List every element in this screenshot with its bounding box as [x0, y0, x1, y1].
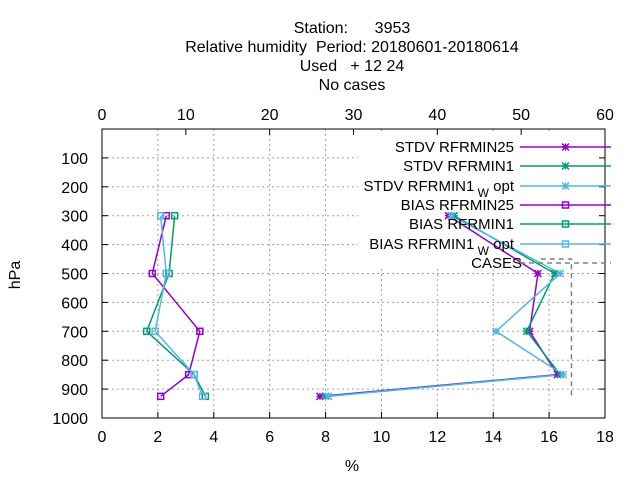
data-point-box [561, 201, 570, 209]
legend-label-1: STDV RFRMIN1 [403, 158, 514, 175]
x-bottom-tick-label: 14 [484, 429, 502, 446]
data-point-box [561, 220, 570, 228]
x-top-tick-label: 20 [261, 107, 279, 124]
data-point-star [533, 269, 542, 278]
x-bottom-tick-label: 0 [98, 429, 107, 446]
data-point-stroke [447, 211, 456, 220]
x-top-tick-label: 50 [512, 107, 530, 124]
x-bottom-tick-label: 18 [596, 429, 614, 446]
y-tick-label: 600 [61, 295, 88, 312]
series-line-3 [151, 215, 201, 397]
data-point-stroke [559, 370, 568, 379]
y-tick-label: 400 [61, 238, 88, 255]
x-bottom-tick-label: 4 [209, 429, 218, 446]
legend-label-cases: CASES [471, 255, 522, 272]
data-point-stroke [491, 327, 501, 336]
x-bottom-tick-label: 8 [321, 429, 330, 446]
x-bottom-tick-label: 10 [373, 429, 391, 446]
y-tick-label: 300 [61, 209, 88, 226]
data-point-stroke [522, 327, 531, 336]
data-point-star [447, 211, 456, 220]
data-point-star [522, 327, 531, 336]
data-point-box [156, 392, 165, 401]
y-ticks: 100 200 300 400 500 600 700 800 900 1000 [52, 151, 605, 428]
data-point-stroke [561, 161, 570, 171]
x-axis-label: % [345, 458, 359, 475]
x-bottom-tick-label: 2 [153, 429, 162, 446]
y-tick-label: 900 [61, 382, 88, 399]
x-top-tick-label: 60 [596, 107, 614, 124]
y-tick-label: 700 [61, 324, 88, 341]
legend-label-2: STDV RFRMIN1 W opt [363, 178, 514, 200]
legend-label-0: STDV RFRMIN25 [395, 139, 514, 156]
series-line-4 [145, 215, 207, 397]
data-point-star [559, 370, 568, 379]
title-cases: No cases [319, 77, 386, 94]
data-point-stroke [324, 392, 333, 401]
data-point-box [162, 269, 171, 278]
data-point-star [561, 161, 570, 171]
title-parameter-period: Relative humidity Period: 20180601-20180… [185, 39, 519, 56]
data-point-star [556, 269, 565, 278]
data-point-box [190, 370, 198, 379]
legend-label-5: BIAS RFRMIN1 W opt [369, 236, 515, 258]
y-tick-label: 100 [61, 151, 88, 168]
data-point-box [196, 327, 204, 336]
data-point-stroke [561, 181, 570, 191]
data-point-box [561, 240, 570, 248]
data-point-box [142, 327, 151, 336]
x-bottom-ticks: 0 2 4 6 8 10 12 14 16 18 [98, 412, 614, 446]
legend-label-3: BIAS RFRMIN25 [401, 197, 514, 214]
data-point-box [148, 269, 157, 278]
x-top-tick-label: 0 [98, 107, 107, 124]
legend-label-4: BIAS RFRMIN1 [409, 216, 514, 233]
title-used: Used + 12 24 [300, 58, 405, 75]
grid [102, 129, 605, 418]
data-point-box [151, 327, 159, 336]
x-bottom-tick-label: 6 [265, 429, 274, 446]
series-line-5 [154, 215, 204, 397]
x-top-tick-label: 30 [345, 107, 363, 124]
data-point-star [561, 142, 570, 152]
y-tick-label: 200 [61, 180, 88, 197]
data-point-box [198, 392, 207, 401]
y-tick-label: 500 [61, 267, 88, 284]
y-tick-label: 800 [61, 353, 88, 370]
data-point-stroke [561, 142, 570, 152]
data-point-star [561, 181, 570, 191]
data-point-stroke [533, 269, 542, 278]
legend: STDV RFRMIN25 STDV RFRMIN1 STDV RFRMIN1 W … [363, 139, 611, 272]
x-top-tick-label: 10 [177, 107, 195, 124]
title-station: Station: 3953 [294, 20, 411, 37]
data-point-box [156, 211, 165, 220]
data-point-stroke [556, 269, 565, 278]
cases-line [540, 258, 573, 397]
x-bottom-tick-label: 16 [540, 429, 558, 446]
x-top-ticks: 0 10 20 30 40 50 60 [98, 107, 614, 135]
data-point-star [324, 392, 333, 401]
y-tick-label: 1000 [52, 411, 88, 428]
x-top-tick-label: 40 [428, 107, 446, 124]
cases-line-group [540, 258, 573, 397]
data-point-box [170, 211, 179, 220]
y-axis-label: hPa [7, 261, 24, 290]
x-bottom-tick-label: 12 [428, 429, 446, 446]
data-point-star [491, 327, 501, 336]
series-points [142, 211, 568, 401]
